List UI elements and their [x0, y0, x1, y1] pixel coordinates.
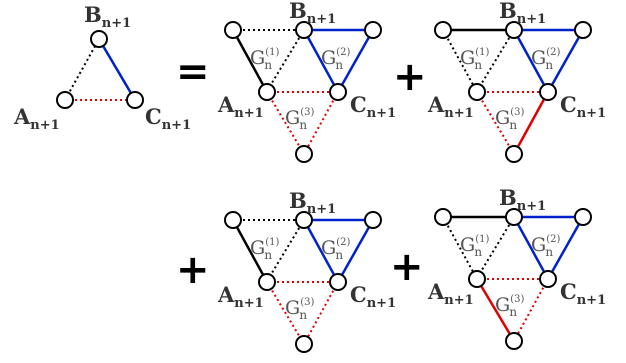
node [434, 208, 452, 226]
label-b: Bn+1 [499, 185, 546, 214]
node [505, 332, 523, 350]
node-c [539, 83, 557, 101]
node [295, 335, 313, 353]
red-dotted-lower-right [303, 91, 339, 155]
red-dotted-lower-right [303, 281, 339, 345]
equals-sign: = [176, 49, 210, 95]
red-dotted-lower-left [266, 91, 305, 155]
node [574, 21, 592, 39]
node-c [539, 270, 557, 288]
node-c [126, 91, 144, 109]
label-b: Bn+1 [289, 0, 336, 27]
plus-sign-2: + [176, 247, 210, 293]
node-b [90, 30, 108, 48]
node-c [329, 273, 347, 291]
label-b: Bn+1 [289, 188, 336, 217]
node [434, 21, 452, 39]
label-c: Cn+1 [145, 104, 191, 133]
g2-label: G(2) n [321, 237, 350, 262]
panel-3: Bn+1 An+1 Cn+1 G(1) n G(2) n G(3) n [217, 188, 396, 353]
red-solid-lower-right [512, 91, 550, 155]
g3-label: G(3) n [285, 297, 314, 322]
node-a [468, 270, 486, 288]
g1-label: G(1) n [460, 47, 489, 72]
node [505, 145, 523, 163]
node-a [258, 273, 276, 291]
label-c: Cn+1 [350, 282, 396, 311]
black-dotted-left [442, 216, 478, 280]
panel-2: Bn+1 An+1 Cn+1 G(1) n G(2) n G(3) n [427, 0, 606, 163]
label-c: Cn+1 [560, 279, 606, 308]
panel-1: Bn+1 An+1 Cn+1 G(1) n G(2) n G(3) n [217, 0, 396, 163]
plus-sign-3: + [390, 244, 424, 290]
label-c: Cn+1 [350, 92, 396, 121]
g1-label: G(1) n [250, 237, 279, 262]
g2-label: G(2) n [531, 47, 560, 72]
node-b [295, 211, 313, 229]
black-solid-edge [231, 29, 269, 93]
red-dotted-lower-left [266, 281, 305, 345]
node-a [258, 83, 276, 101]
node-a [56, 91, 74, 109]
g1-label: G(1) n [460, 234, 489, 259]
g2-label: G(2) n [321, 47, 350, 72]
label-a: An+1 [13, 104, 60, 133]
node [224, 21, 242, 39]
node [224, 211, 242, 229]
label-b: Bn+1 [499, 0, 546, 27]
node-b [295, 21, 313, 39]
node-b [505, 208, 523, 226]
label-b: Bn+1 [84, 2, 131, 31]
black-solid-edge [231, 219, 269, 283]
node [574, 208, 592, 226]
g3-label: G(3) n [495, 107, 524, 132]
node-b [505, 21, 523, 39]
label-a: An+1 [427, 92, 474, 121]
g2-label: G(2) n [531, 234, 560, 259]
label-c: Cn+1 [560, 92, 606, 121]
label-a: An+1 [217, 92, 264, 121]
node [364, 21, 382, 39]
edge-a-b [64, 38, 100, 101]
red-dotted-lower-right [513, 278, 549, 342]
g3-label: G(3) n [495, 294, 524, 319]
red-solid-lower-left [475, 278, 516, 342]
g3-label: G(3) n [285, 107, 314, 132]
edge-b-c [97, 38, 137, 101]
red-dotted-lower-left [476, 91, 515, 155]
node [295, 145, 313, 163]
label-a: An+1 [217, 282, 264, 311]
plus-sign-1: + [393, 54, 427, 100]
g1-label: G(1) n [250, 47, 279, 72]
node [364, 211, 382, 229]
node-c [329, 83, 347, 101]
node-a [468, 83, 486, 101]
label-a: An+1 [427, 279, 474, 308]
panel-4: Bn+1 An+1 Cn+1 G(1) n G(2) n G(3) n [427, 185, 606, 350]
black-dotted-left [442, 29, 478, 93]
base-triangle: Bn+1 An+1 Cn+1 [13, 2, 191, 133]
